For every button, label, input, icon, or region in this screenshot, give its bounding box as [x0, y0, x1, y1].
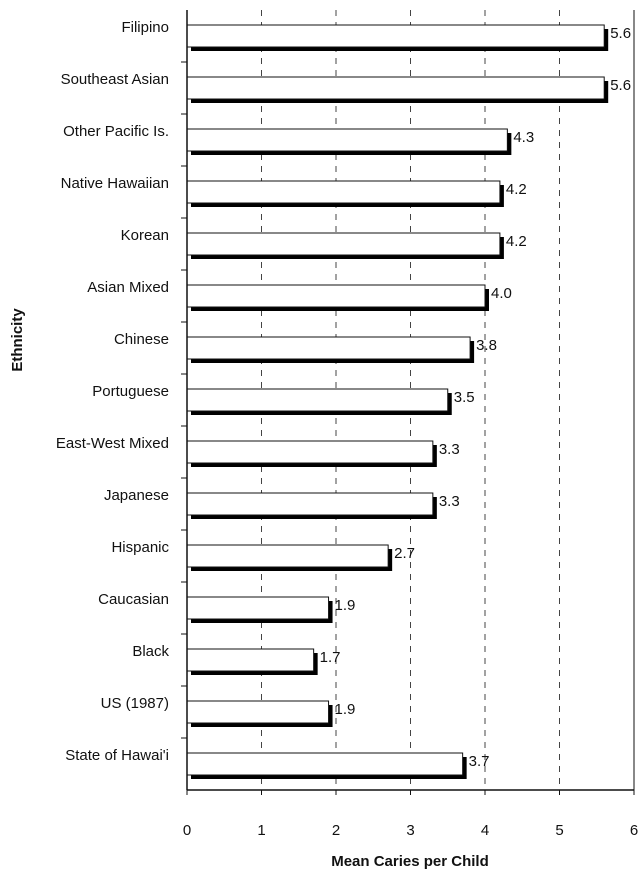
bar: [186, 336, 471, 360]
category-label: Portuguese: [92, 383, 169, 400]
category-label: State of Hawai'i: [65, 747, 169, 764]
bar: [186, 648, 315, 672]
data-label: 4.2: [506, 181, 527, 198]
data-label: 5.6: [610, 77, 631, 94]
data-label: 3.5: [454, 389, 475, 406]
category-label: Hispanic: [111, 539, 169, 556]
bar: [186, 128, 508, 152]
category-label: Caucasian: [98, 591, 169, 608]
data-label: 4.0: [491, 285, 512, 302]
category-label: Chinese: [114, 331, 169, 348]
data-label: 5.6: [610, 25, 631, 42]
x-tick-label: 3: [406, 822, 414, 839]
category-label: US (1987): [101, 695, 169, 712]
bar: [186, 284, 486, 308]
category-label: Japanese: [104, 487, 169, 504]
bar: [186, 388, 449, 412]
data-label: 4.3: [513, 129, 534, 146]
data-label: 3.3: [439, 493, 460, 510]
category-label: Filipino: [121, 19, 169, 36]
category-label: Other Pacific Is.: [63, 123, 169, 140]
bar: [186, 596, 330, 620]
x-tick-label: 6: [630, 822, 638, 839]
x-tick-label: 2: [332, 822, 340, 839]
bars: [186, 24, 609, 779]
y-axis-title: Ethnicity: [9, 308, 26, 372]
category-label: Native Hawaiian: [61, 175, 169, 192]
data-label: 3.8: [476, 337, 497, 354]
x-axis-title: Mean Caries per Child: [331, 853, 489, 870]
bar: [186, 544, 389, 568]
data-label: 1.9: [335, 701, 356, 718]
category-label: Korean: [121, 227, 169, 244]
data-label: 1.9: [335, 597, 356, 614]
bar: [186, 700, 330, 724]
bar: [186, 752, 464, 776]
bar: [186, 180, 501, 204]
bar: [186, 24, 605, 48]
data-label: 3.3: [439, 441, 460, 458]
bar: [186, 232, 501, 256]
bar: [186, 492, 434, 516]
x-tick-label: 4: [481, 822, 489, 839]
data-label: 1.7: [320, 649, 341, 666]
bar: [186, 440, 434, 464]
category-labels: Filipino Southeast Asian Other Pacific Is.…: [56, 19, 170, 764]
data-label: 2.7: [394, 545, 415, 562]
category-label: Asian Mixed: [87, 279, 169, 296]
value-labels: 5.6 5.6 4.3 4.2 4.2 4.0 3.8 3.5 3.3 3.3 2.7 1.9 1.7 1…: [320, 25, 631, 770]
category-label: Southeast Asian: [61, 71, 169, 88]
x-tick-label: 0: [183, 822, 191, 839]
bar: [186, 76, 605, 100]
category-label: Black: [132, 643, 169, 660]
x-tick-label: 1: [257, 822, 265, 839]
x-tick-label: 5: [555, 822, 563, 839]
category-label: East-West Mixed: [56, 435, 169, 452]
x-tick-labels: 0 1 2 3 4 5 6: [183, 790, 638, 839]
data-label: 3.7: [469, 753, 490, 770]
data-label: 4.2: [506, 233, 527, 250]
